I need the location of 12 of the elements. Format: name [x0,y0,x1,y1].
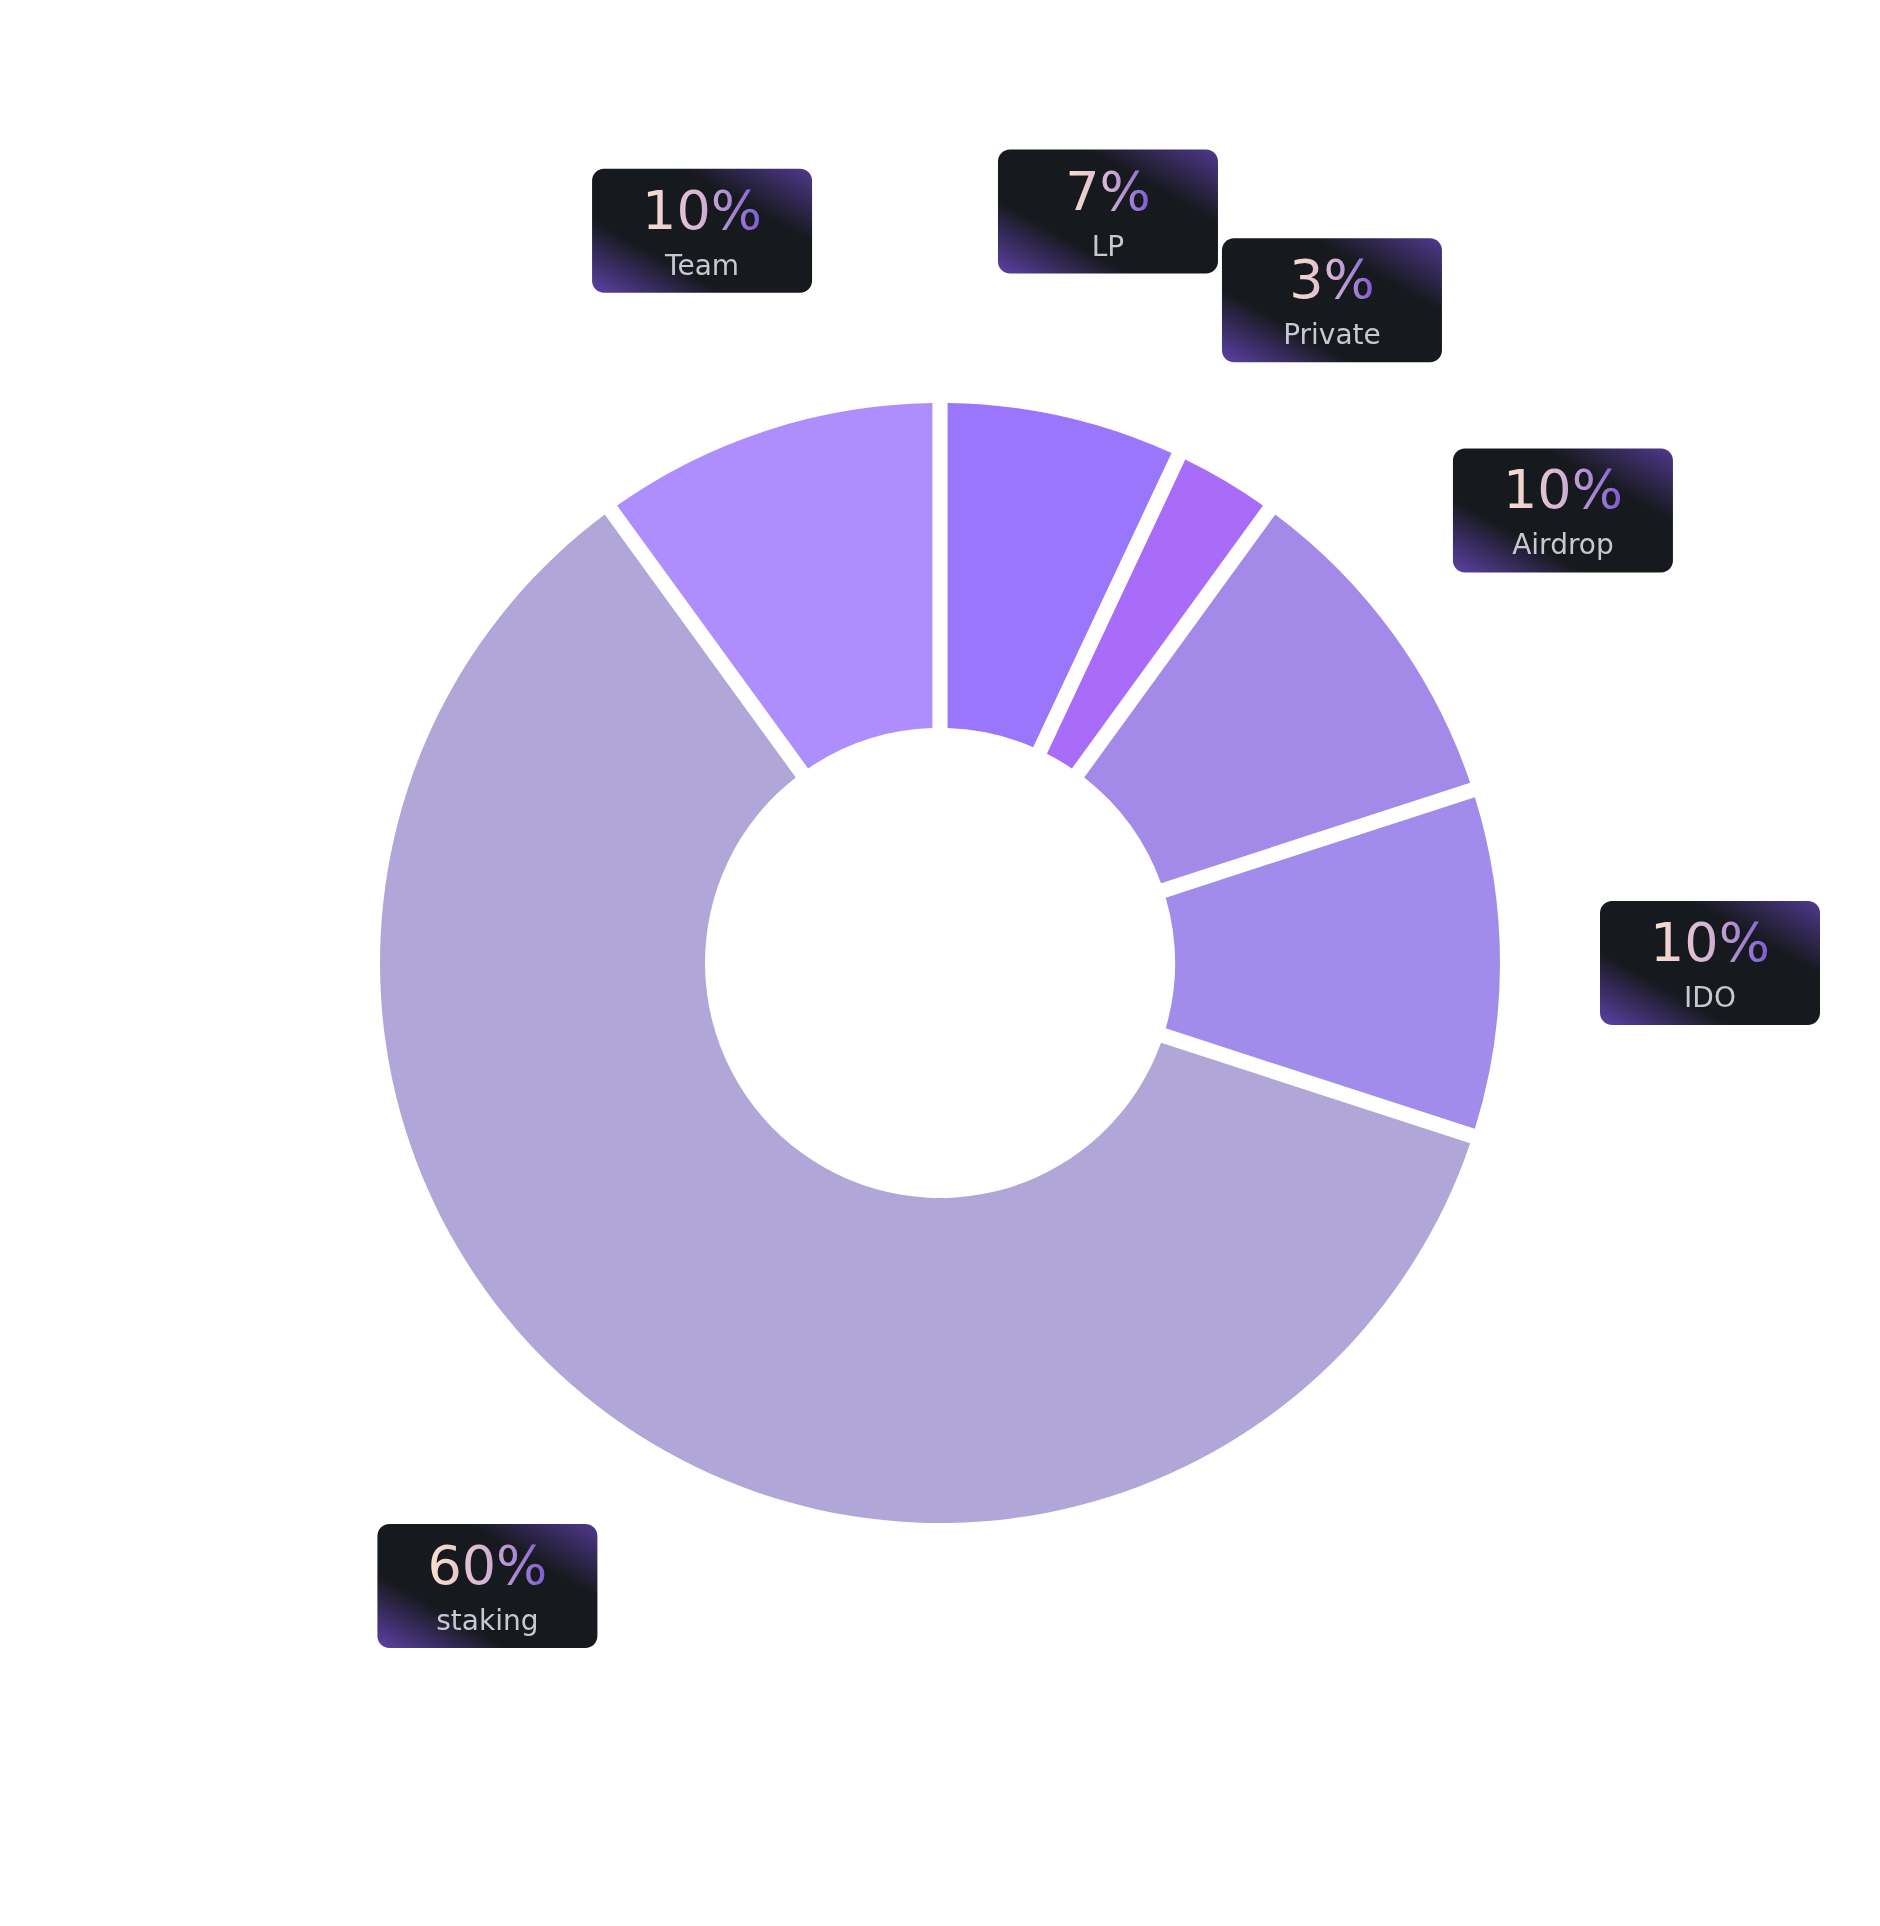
data-label: 10% [1649,911,1771,974]
data-label: 10% [642,178,763,242]
slice-label: staking [436,1603,539,1637]
data-label: 7% [1065,159,1151,223]
data-label: 60% [427,1533,548,1597]
data-label: 3% [1289,248,1375,312]
slice-label: Private [1283,318,1381,352]
slice-label: IDO [1684,981,1736,1014]
slice-label: Team [664,248,740,282]
data-label: 10% [1502,458,1623,522]
slice-label: Airdrop [1512,528,1614,562]
slice-label: LP [1091,229,1125,263]
